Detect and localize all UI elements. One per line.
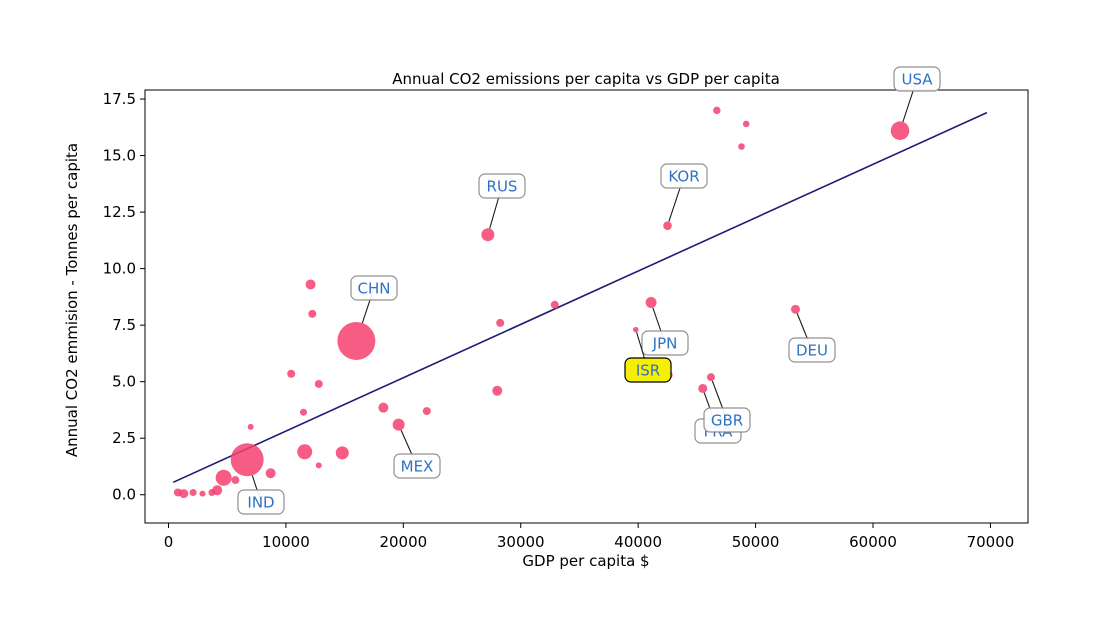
scatter-point xyxy=(550,300,559,309)
scatter-point xyxy=(300,408,308,416)
annotation-box-rus xyxy=(478,173,526,199)
y-tick-label: 12.5 xyxy=(103,203,136,221)
scatter-point xyxy=(492,385,503,396)
annotation-label-mex: MEX xyxy=(401,458,434,476)
scatter-point xyxy=(315,462,322,469)
trend-line xyxy=(172,111,988,484)
scatter-point xyxy=(335,446,349,460)
y-tick-label: 2.5 xyxy=(112,429,136,447)
axes-frame xyxy=(144,89,1029,524)
scatter-point-mex xyxy=(392,418,405,431)
y-tick-label: 0.0 xyxy=(112,486,136,504)
scatter-point-isr xyxy=(633,326,639,333)
y-tick-label: 10.0 xyxy=(103,260,136,278)
scatter-point xyxy=(215,469,232,486)
scatter-point-usa xyxy=(890,121,910,140)
y-axis-label: Annual CO2 emmision - Tonnes per capita xyxy=(63,143,81,457)
x-tick-label: 60000 xyxy=(849,533,897,551)
scatter-point-rus xyxy=(481,228,495,242)
scatter-point-chn xyxy=(337,321,376,360)
x-tick-label: 50000 xyxy=(732,533,780,551)
scatter-point xyxy=(179,489,189,499)
annotation-label-jpn: JPN xyxy=(652,335,678,353)
annotation-box-kor xyxy=(660,163,708,189)
scatter-point xyxy=(265,468,276,479)
x-tick-label: 70000 xyxy=(967,533,1015,551)
scatter-point xyxy=(378,402,389,413)
scatter-point xyxy=(422,407,431,416)
annotation-box-gbr xyxy=(703,407,751,433)
scatter-point xyxy=(247,423,254,430)
scatter-point xyxy=(308,309,317,318)
scatter-point xyxy=(199,490,206,497)
scatter-point xyxy=(742,120,750,128)
scatter-point xyxy=(208,488,216,496)
scatter-point xyxy=(305,279,316,290)
x-tick-label: 10000 xyxy=(262,533,310,551)
scatter-point-gbr xyxy=(706,373,715,382)
scatter-point-ind xyxy=(230,443,264,477)
scatter-point xyxy=(713,106,721,115)
annotation-box-usa xyxy=(893,66,941,92)
annotation-label-usa: USA xyxy=(901,71,933,89)
annotation-label-rus: RUS xyxy=(487,178,518,196)
y-tick-label: 17.5 xyxy=(103,90,136,108)
scatter-point-kor xyxy=(663,221,672,230)
y-tick-label: 7.5 xyxy=(112,316,136,334)
annotation-box-mex xyxy=(393,453,441,479)
annotation-label-kor: KOR xyxy=(668,168,699,186)
y-tick-label: 15.0 xyxy=(103,147,136,165)
scatter-point-deu xyxy=(791,304,801,314)
scatter-point xyxy=(231,476,240,485)
annotation-box-jpn xyxy=(641,330,689,356)
x-tick-label: 40000 xyxy=(614,533,662,551)
scatter-point xyxy=(287,369,296,378)
x-tick-label: 20000 xyxy=(379,533,427,551)
scatter-point xyxy=(314,379,323,388)
annotation-label-chn: CHN xyxy=(358,280,391,298)
chart-title: Annual CO2 emissions per capita vs GDP p… xyxy=(392,70,780,88)
annotation-box-ind xyxy=(237,489,285,515)
annotation-box-deu xyxy=(788,337,836,363)
scatter-point xyxy=(297,444,313,460)
x-tick-label: 0 xyxy=(164,533,174,551)
scatter-point-fra xyxy=(698,383,708,393)
annotation-label-deu: DEU xyxy=(796,342,828,360)
y-tick-label: 5.0 xyxy=(112,373,136,391)
annotation-box-isr xyxy=(624,357,672,383)
annotation-box-chn xyxy=(350,275,398,301)
scatter-point xyxy=(189,488,197,496)
scatter-point-jpn xyxy=(645,297,657,309)
x-tick-label: 30000 xyxy=(497,533,545,551)
annotation-label-isr: ISR xyxy=(636,362,660,380)
x-axis-label: GDP per capita $ xyxy=(522,552,649,570)
scatter-point xyxy=(738,143,745,150)
annotation-label-ind: IND xyxy=(247,494,274,512)
scatter-point xyxy=(496,318,505,327)
annotation-label-gbr: GBR xyxy=(711,412,743,430)
